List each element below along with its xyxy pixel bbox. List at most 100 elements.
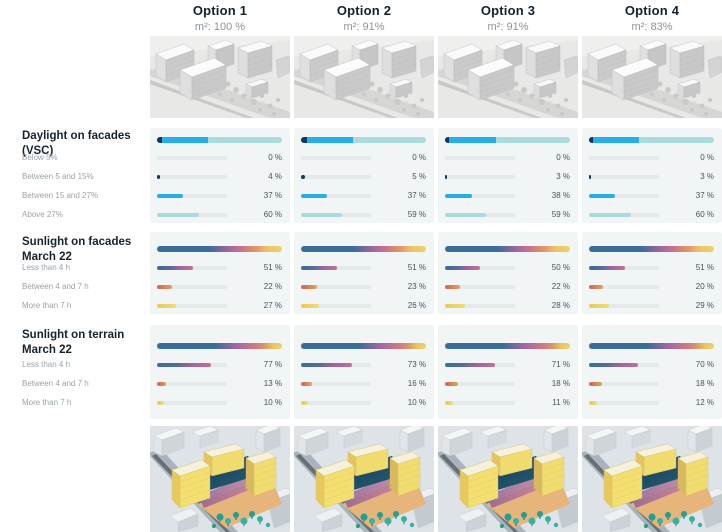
section-row-labels: Less than 4 h Between 4 and 7 h More tha… <box>22 258 142 315</box>
metric-row: 22 % <box>157 277 282 296</box>
metric-bar-fill <box>157 193 183 198</box>
metric-rows: 51 % 22 % 27 % <box>157 258 282 315</box>
metric-row: 3 % <box>589 167 714 186</box>
metric-bar-track <box>157 174 227 179</box>
metric-bar-track <box>445 265 515 270</box>
metric-value: 73 % <box>407 360 426 369</box>
metric-row: 77 % <box>157 355 282 374</box>
metric-bar-fill <box>589 362 638 367</box>
metric-value: 4 % <box>268 172 282 181</box>
scalebar-segment <box>496 137 570 143</box>
metric-bar-track <box>157 155 227 160</box>
metric-panel: 0 % 4 % 37 % 60 % <box>150 128 290 223</box>
metric-rows: 71 % 18 % 11 % <box>445 355 570 412</box>
metric-bar-fill <box>301 362 353 367</box>
metric-row: 16 % <box>301 374 426 393</box>
metric-value: 37 % <box>407 191 426 200</box>
metric-value: 60 % <box>263 210 282 219</box>
scalebar-segment <box>589 137 593 143</box>
metric-value: 29 % <box>695 301 714 310</box>
metric-panel: 50 % 22 % 28 % <box>438 232 578 314</box>
option-title: Option 3 <box>480 3 536 18</box>
metric-bar-fill <box>157 362 211 367</box>
option-header: Option 1 m²: 100 % <box>150 0 290 36</box>
metric-bar-fill <box>301 284 318 289</box>
metric-value: 51 % <box>695 263 714 272</box>
metric-value: 22 % <box>551 282 570 291</box>
massing-3d-render-image <box>150 36 290 118</box>
metric-bar-fill <box>589 265 625 270</box>
metric-bar-fill <box>589 212 631 217</box>
metric-bar-track <box>157 212 227 217</box>
metric-bar-fill <box>589 303 610 308</box>
metric-value: 77 % <box>263 360 282 369</box>
metric-bar-track <box>445 212 515 217</box>
massing-3d-render <box>582 36 722 118</box>
metric-bar-fill <box>301 193 327 198</box>
metric-bar-fill <box>157 284 173 289</box>
row-label-between-5-15: Between 5 and 15% <box>22 172 94 181</box>
metric-row: 60 % <box>157 205 282 224</box>
metric-bar-track <box>301 303 371 308</box>
row-label-more-7h: More than 7 h <box>22 301 72 310</box>
scalebar-segment <box>157 137 162 143</box>
sunlight-analysis-render-image <box>294 426 434 532</box>
metric-rows: 0 % 4 % 37 % 60 % <box>157 148 282 224</box>
metric-row: 51 % <box>589 258 714 277</box>
metric-row: 29 % <box>589 296 714 315</box>
distribution-scalebar <box>301 246 426 252</box>
metric-row: 10 % <box>301 393 426 412</box>
massing-3d-render <box>294 36 434 118</box>
metric-value: 0 % <box>700 153 714 162</box>
section-row-labels: Below 5% Between 5 and 15% Between 15 an… <box>22 148 142 224</box>
row-label-more-7h: More than 7 h <box>22 398 72 407</box>
metric-rows: 0 % 5 % 37 % 59 % <box>301 148 426 224</box>
distribution-scalebar <box>157 343 282 349</box>
distribution-scalebar <box>157 137 282 143</box>
metric-row: 0 % <box>445 148 570 167</box>
metric-bar-track <box>445 174 515 179</box>
metric-value: 26 % <box>407 301 426 310</box>
scalebar-segment <box>301 137 308 143</box>
metric-bar-track <box>445 362 515 367</box>
metric-value: 5 % <box>412 172 426 181</box>
metric-bar-track <box>445 193 515 198</box>
metric-value: 51 % <box>263 263 282 272</box>
option-title: Option 4 <box>624 3 680 18</box>
row-label-less-4h: Less than 4 h <box>22 360 71 369</box>
metric-rows: 77 % 13 % 10 % <box>157 355 282 412</box>
metric-value: 3 % <box>556 172 570 181</box>
metric-bar-fill <box>301 174 305 179</box>
metric-row: 37 % <box>589 186 714 205</box>
metric-bar-track <box>589 212 659 217</box>
metric-value: 50 % <box>551 263 570 272</box>
metric-panel: 70 % 18 % 12 % <box>582 325 722 419</box>
metric-bar-track <box>445 400 515 405</box>
scalebar-segment <box>161 137 208 143</box>
option-title: Option 1 <box>192 3 248 18</box>
metric-bar-fill <box>157 303 176 308</box>
row-label-between-15-27: Between 15 and 27% <box>22 191 99 200</box>
metric-bar-track <box>589 265 659 270</box>
metric-row: 12 % <box>589 393 714 412</box>
metric-bar-fill <box>301 400 308 405</box>
metric-panel: 51 % 20 % 29 % <box>582 232 722 314</box>
scalebar-segment <box>207 137 282 143</box>
metric-bar-fill <box>589 284 603 289</box>
metric-bar-fill <box>301 265 337 270</box>
metric-row: 18 % <box>589 374 714 393</box>
metric-row: 51 % <box>157 258 282 277</box>
metric-bar-fill <box>157 400 164 405</box>
metric-bar-track <box>157 381 227 386</box>
metric-row: 73 % <box>301 355 426 374</box>
section-labels-sunlight-facades: Sunlight on facades March 22 Less than 4 … <box>0 232 146 314</box>
distribution-scalebar <box>589 343 714 349</box>
metric-row: 3 % <box>445 167 570 186</box>
scalebar-segment <box>307 137 353 143</box>
option-title: Option 2 <box>336 3 392 18</box>
metric-bar-fill <box>445 212 487 217</box>
metric-bar-track <box>445 303 515 308</box>
metric-value: 16 % <box>407 379 426 388</box>
metric-bar-fill <box>445 174 448 179</box>
metric-bar-track <box>589 284 659 289</box>
